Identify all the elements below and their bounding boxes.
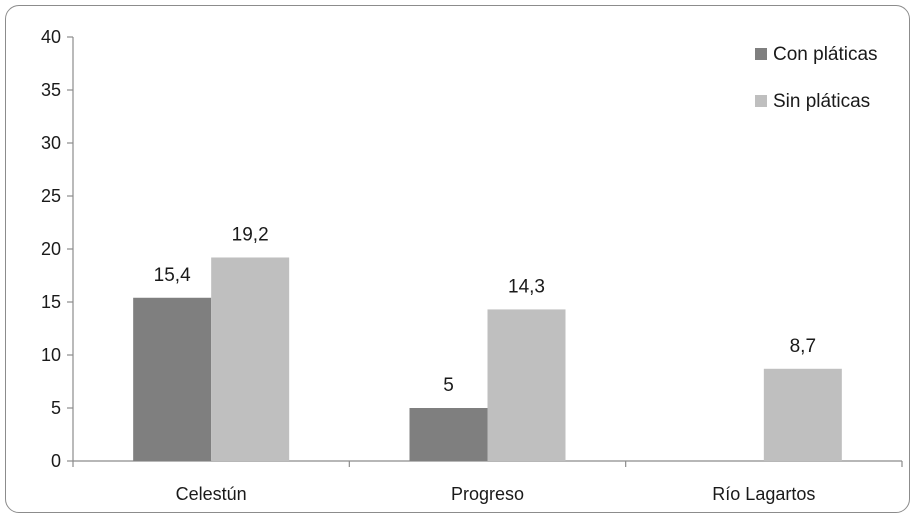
data-label: 19,2 xyxy=(232,224,269,245)
y-tick-label: 0 xyxy=(51,451,61,471)
y-tick-label: 15 xyxy=(41,292,61,312)
legend: Con pláticas Sin pláticas xyxy=(755,44,878,112)
x-category-label: Progreso xyxy=(451,484,524,504)
y-tick-label: 25 xyxy=(41,186,61,206)
bar-1-0 xyxy=(409,408,488,461)
legend-swatch xyxy=(755,95,767,107)
data-label: 14,3 xyxy=(508,276,545,297)
x-axis: Celestún Progreso Río Lagartos xyxy=(72,460,903,504)
data-label: 8,7 xyxy=(790,336,816,357)
y-tick-label: 5 xyxy=(51,398,61,418)
y-tick-label: 35 xyxy=(41,80,61,100)
data-label: 5 xyxy=(443,375,454,396)
x-category-label: Celestún xyxy=(176,484,247,504)
legend-label: Con pláticas xyxy=(773,44,878,65)
legend-swatch xyxy=(755,48,767,60)
bar-0-0 xyxy=(133,297,212,461)
y-axis: 0 5 10 15 20 25 30 35 40 xyxy=(41,27,74,471)
bar-0-1 xyxy=(211,257,290,461)
data-label: 15,4 xyxy=(154,265,191,286)
y-tick-label: 10 xyxy=(41,345,61,365)
data-labels-group: 15,4 19,2 5 14,3 8,7 xyxy=(154,224,816,396)
y-tick-label: 30 xyxy=(41,133,61,153)
bar-1-1 xyxy=(487,309,566,461)
legend-label: Sin pláticas xyxy=(773,91,870,112)
x-category-label: Río Lagartos xyxy=(712,484,815,504)
y-tick-label: 20 xyxy=(41,239,61,259)
bars-group xyxy=(133,257,842,461)
bar-2-1 xyxy=(763,368,842,461)
y-tick-label: 40 xyxy=(41,27,61,47)
